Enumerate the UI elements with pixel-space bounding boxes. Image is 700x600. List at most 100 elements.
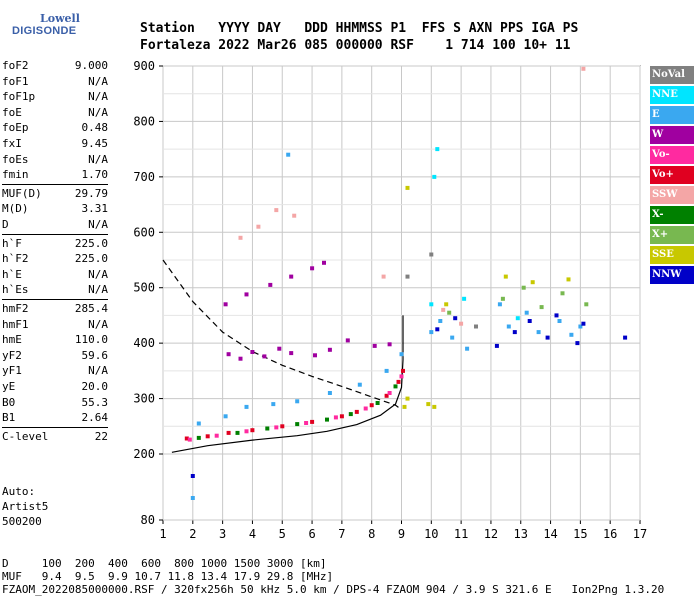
param-row: yF1 N/A	[2, 363, 108, 379]
echo-point	[527, 319, 532, 323]
echo-point	[295, 399, 300, 404]
echo-point	[244, 292, 249, 297]
echo-point	[554, 313, 559, 318]
param-row: hmE 110.0	[2, 332, 108, 348]
echo-point	[277, 346, 282, 351]
echo-point	[447, 310, 452, 315]
param-separator	[2, 233, 108, 235]
x-tick-label: 2	[189, 527, 196, 541]
echo-point	[363, 406, 368, 411]
echo-point	[402, 404, 407, 409]
echo-point	[235, 430, 240, 435]
param-row: h`E N/A	[2, 267, 108, 283]
param-value: N/A	[88, 283, 108, 297]
echo-point	[250, 428, 255, 433]
echo-point	[384, 368, 389, 373]
echo-point	[569, 332, 574, 337]
x-tick-label: 16	[603, 527, 617, 541]
y-tick-label: 200	[133, 447, 155, 461]
y-tick-label: 80	[141, 513, 155, 527]
echo-point	[190, 474, 195, 478]
param-name: fxI	[2, 137, 22, 150]
x-tick-label: 1	[159, 527, 166, 541]
echo-point	[381, 274, 386, 279]
echo-point	[539, 305, 544, 310]
echo-point	[327, 347, 332, 352]
param-value: N/A	[88, 90, 108, 104]
param-name: C-level	[2, 429, 49, 443]
x-tick-label: 11	[454, 527, 468, 541]
echo-point	[465, 346, 470, 351]
param-row: foEp 0.48	[2, 120, 108, 136]
echo-point	[512, 330, 517, 335]
param-name: foF2	[2, 59, 29, 72]
echo-point	[214, 433, 219, 438]
echo-point	[339, 414, 344, 419]
echo-point	[310, 419, 315, 424]
echo-point	[357, 382, 362, 387]
echo-point	[581, 321, 586, 326]
legend-item: Vo+	[650, 166, 694, 184]
echo-point	[405, 274, 410, 279]
param-row: hmF1 N/A	[2, 317, 108, 333]
echo-point	[348, 412, 353, 417]
echo-point	[274, 208, 279, 213]
echo-point	[387, 391, 392, 395]
y-tick-label: 600	[133, 225, 155, 239]
echo-point	[399, 352, 404, 357]
echo-point	[223, 414, 228, 419]
echo-point	[545, 335, 550, 340]
echo-point	[372, 343, 377, 348]
param-value: N/A	[88, 317, 108, 331]
echo-point	[244, 404, 249, 409]
param-name: h`Es	[2, 283, 29, 297]
param-value: 0.48	[81, 121, 109, 135]
echo-point	[575, 341, 580, 346]
legend-item: W	[650, 126, 694, 144]
lowell-digisonde-logo: Lowell DIGISONDE	[0, 0, 90, 40]
param-row: foF2 9.000	[2, 58, 108, 74]
echo-point	[289, 274, 294, 279]
param-row: h`F2 225.0	[2, 251, 108, 267]
legend-item: NNE	[650, 86, 694, 104]
echo-point	[497, 302, 502, 307]
polarization-legend: NoVal NNE E W Vo- Vo+ SSW X- X+ SSE NNW	[650, 66, 694, 286]
echo-point	[262, 354, 267, 359]
echo-point	[530, 280, 535, 285]
param-name: M(D)	[2, 202, 29, 216]
echo-point	[429, 302, 434, 307]
echo-point	[271, 402, 276, 407]
echo-point	[196, 421, 201, 426]
auto-label: Auto:	[2, 485, 36, 498]
param-row: B0 55.3	[2, 395, 108, 411]
echo-point	[405, 396, 410, 401]
param-row: C-level 22	[2, 429, 108, 445]
echo-point	[459, 321, 464, 326]
legend-item: E	[650, 106, 694, 124]
param-value: N/A	[88, 74, 108, 88]
param-value: 9.45	[81, 137, 109, 150]
echo-point	[226, 430, 231, 435]
param-name: h`E	[2, 267, 22, 281]
echo-point	[384, 393, 389, 398]
virtual-height-fit-curve	[162, 259, 402, 411]
param-value: N/A	[88, 152, 108, 166]
legend-item: X-	[650, 206, 694, 224]
echo-point	[310, 266, 315, 271]
param-name: hmF2	[2, 302, 29, 315]
param-name: foF1	[2, 74, 29, 88]
y-tick-label: 300	[133, 392, 155, 406]
param-row: D N/A	[2, 217, 108, 233]
echo-point	[187, 437, 192, 442]
echo-point	[345, 338, 350, 343]
param-value: 22	[94, 429, 108, 443]
param-row: h`Es N/A	[2, 282, 108, 298]
echo-point	[396, 379, 401, 384]
legend-item: Vo-	[650, 146, 694, 164]
echo-point	[623, 335, 628, 340]
param-name: h`F	[2, 236, 22, 250]
param-value: 1.70	[81, 168, 109, 182]
echo-point	[292, 213, 297, 218]
x-tick-label: 7	[338, 527, 345, 541]
param-value: 285.4	[74, 302, 108, 315]
